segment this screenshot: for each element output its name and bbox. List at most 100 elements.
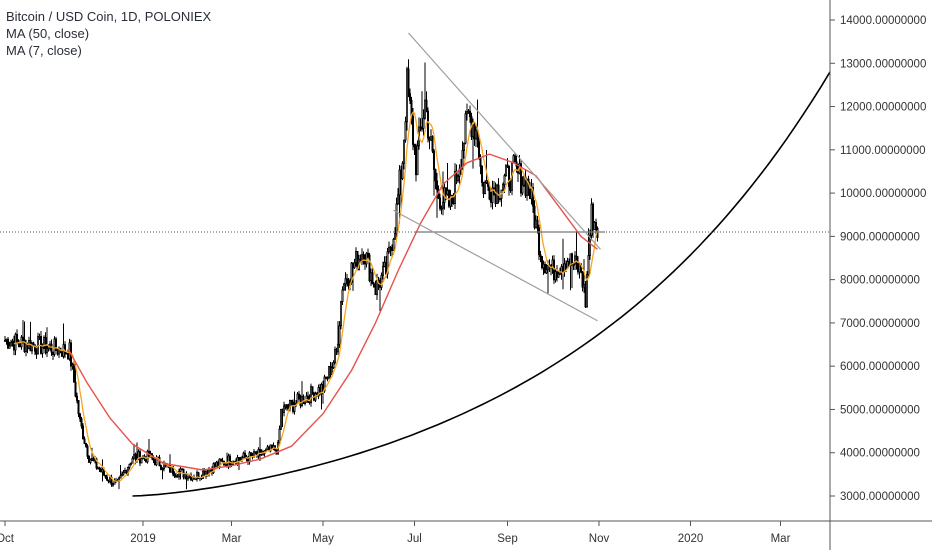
candle-body	[186, 476, 189, 480]
candle-body	[482, 181, 485, 195]
candle-body	[414, 146, 417, 176]
y-tick-label: 9000.00000000	[840, 231, 920, 243]
candle-body	[293, 405, 296, 412]
candle-body	[9, 341, 12, 347]
candle-body	[353, 262, 356, 269]
candle-body	[402, 139, 405, 164]
candle-body	[161, 468, 164, 471]
candle-body	[41, 346, 44, 354]
candle-body	[4, 340, 7, 342]
candle-body	[83, 438, 86, 444]
candle-body	[285, 404, 288, 409]
candle-body	[329, 366, 332, 375]
candle-body	[473, 124, 476, 140]
candle-body	[477, 138, 480, 159]
candle-body	[197, 472, 200, 480]
candle-body	[372, 283, 375, 288]
x-tick-label: 2019	[130, 533, 156, 545]
x-tick-label: Jul	[407, 533, 422, 545]
candle-body	[327, 366, 330, 379]
candle-body	[440, 207, 443, 210]
candle-body	[556, 271, 559, 278]
candle-body	[405, 68, 408, 123]
candle-body	[5, 338, 8, 341]
candle-body	[21, 336, 24, 341]
candle-body	[363, 261, 366, 265]
candle-body	[553, 259, 556, 281]
candle-body	[121, 473, 124, 477]
candle-body	[303, 401, 306, 404]
candle-body	[38, 336, 41, 338]
legend-ma50[interactable]: MA (50, close)	[6, 26, 90, 41]
candle-body	[369, 272, 372, 281]
candle-body	[107, 479, 110, 482]
candle-body	[489, 198, 492, 203]
candle-body	[386, 251, 389, 275]
candle-body	[290, 399, 293, 403]
candle-body	[131, 457, 134, 464]
candle-body	[55, 338, 58, 351]
candle-body	[95, 458, 98, 469]
candle-body	[578, 263, 581, 273]
candle-body	[221, 460, 224, 463]
candle-body	[29, 340, 32, 352]
candle-body	[538, 227, 541, 256]
candle-body	[174, 475, 177, 478]
y-tick-label: 10000.00000000	[840, 188, 926, 200]
legend-symbol[interactable]: Bitcoin / USD Coin, 1D, POLONIEX	[6, 9, 212, 24]
candle-body	[565, 263, 568, 269]
candle-body	[61, 352, 64, 357]
candle-body	[224, 462, 227, 466]
candle-body	[384, 262, 387, 275]
candle-body	[260, 449, 263, 456]
candle-body	[571, 253, 574, 265]
candle-body	[432, 150, 435, 170]
candle-body	[389, 246, 392, 250]
candle-body	[498, 197, 501, 200]
candle-body	[71, 364, 74, 367]
x-tick-label: Nov	[589, 533, 610, 545]
candle-body	[300, 395, 303, 406]
candle-body	[104, 474, 107, 478]
candle-body	[492, 187, 495, 190]
candle-body	[362, 254, 365, 263]
candle-body	[228, 455, 231, 466]
legend-ma7[interactable]: MA (7, close)	[6, 43, 82, 58]
candle-body	[587, 255, 590, 276]
candle-body	[584, 284, 587, 308]
candle-body	[512, 155, 515, 163]
candle-body	[92, 458, 95, 462]
candle-body	[387, 246, 390, 253]
candle-body	[297, 393, 300, 399]
candle-body	[257, 449, 260, 457]
candle-body	[98, 467, 101, 470]
candle-body	[347, 280, 350, 287]
candle-body	[53, 338, 56, 355]
candle-body	[595, 222, 598, 229]
candle-body	[563, 263, 566, 272]
candle-body	[73, 364, 76, 383]
candle-body	[153, 459, 156, 466]
candle-body	[514, 155, 517, 163]
x-tick-label: Mar	[222, 533, 242, 545]
candle-body	[74, 381, 77, 397]
candle-body	[336, 343, 339, 353]
candle-body	[590, 203, 593, 236]
candle-body	[368, 254, 371, 281]
candle-body	[399, 169, 402, 179]
candle-body	[419, 126, 422, 130]
candle-body	[80, 418, 83, 427]
candle-body	[97, 467, 100, 470]
support-curve-layer	[132, 71, 831, 497]
candle-body	[532, 187, 535, 207]
candle-body	[589, 234, 592, 256]
support-curve	[132, 71, 831, 497]
candle-body	[124, 470, 127, 473]
candle-body	[302, 395, 305, 404]
candle-body	[395, 203, 398, 235]
candle-body	[309, 386, 312, 404]
candle-body	[284, 404, 287, 407]
candle-body	[128, 463, 131, 468]
candle-body	[344, 278, 347, 285]
